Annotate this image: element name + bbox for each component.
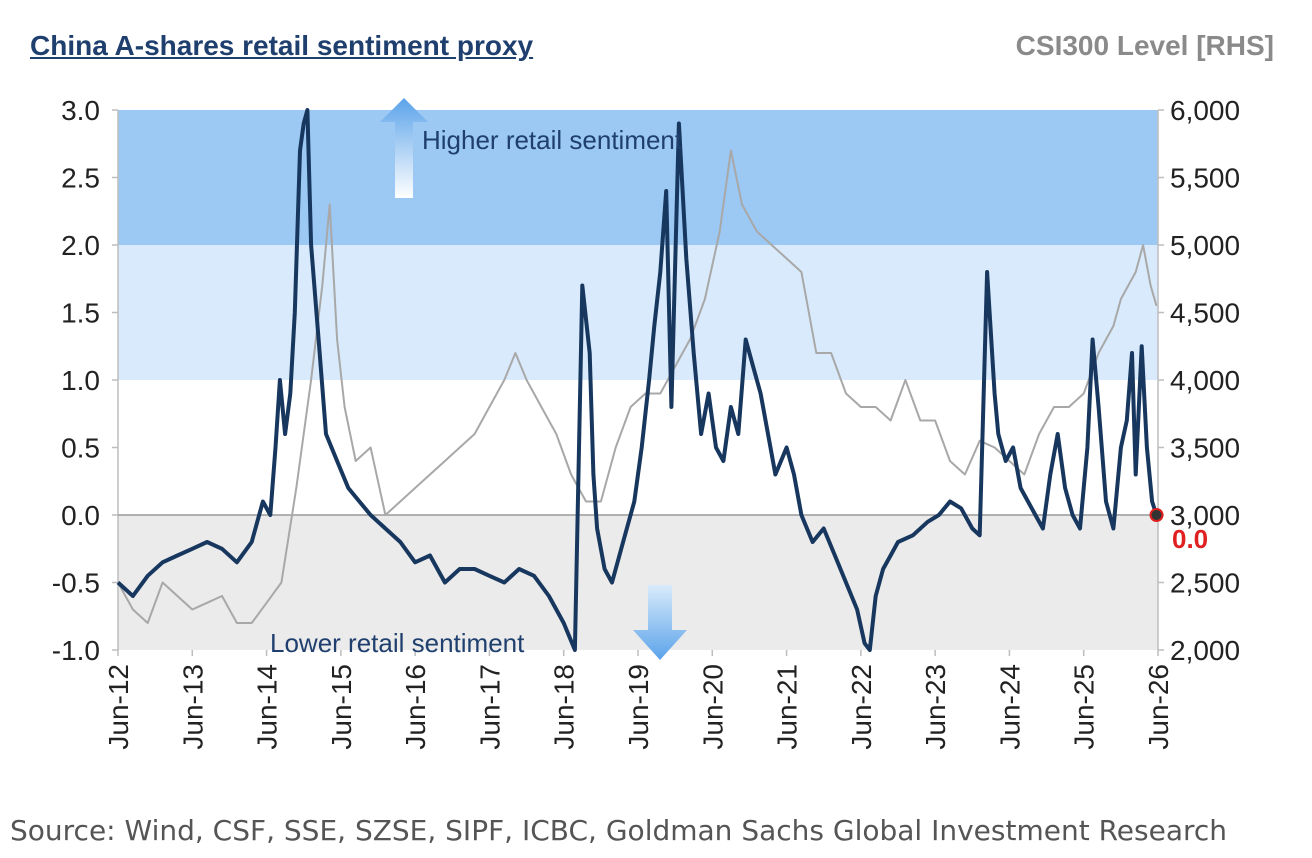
- band-0: [118, 110, 1158, 245]
- right-tick-label: 6,000: [1170, 95, 1240, 126]
- x-tick-label: Jun-25: [1069, 664, 1100, 750]
- left-tick-label: -0.5: [52, 568, 100, 599]
- right-tick-label: 5,000: [1170, 230, 1240, 261]
- x-tick-label: Jun-21: [772, 664, 803, 750]
- x-tick-label: Jun-20: [697, 664, 728, 750]
- x-tick-label: Jun-22: [846, 664, 877, 750]
- left-tick-label: 1.5: [61, 298, 100, 329]
- right-tick-label: 3,000: [1170, 500, 1240, 531]
- right-tick-label: 4,000: [1170, 365, 1240, 396]
- left-tick-label: 0.5: [61, 433, 100, 464]
- left-tick-label: 1.0: [61, 365, 100, 396]
- x-tick-label: Jun-16: [400, 664, 431, 750]
- x-tick-label: Jun-18: [549, 664, 580, 750]
- x-tick-label: Jun-12: [103, 664, 134, 750]
- band-1: [118, 245, 1158, 380]
- right-tick-label: 3,500: [1170, 433, 1240, 464]
- chart-svg: -1.0 -0.5 0.0 0.5 1.0 1.5 2.0 2.5 3.0 2,000 2,500 3…: [52, 95, 1240, 750]
- x-tick-label: Jun-17: [474, 664, 505, 750]
- lower-arrow: [633, 585, 687, 660]
- x-tick-label: Jun-23: [920, 664, 951, 750]
- annotations: Higher retail sentiment Lower retail sen…: [270, 98, 1208, 660]
- source-note: Source: Wind, CSF, SSE, SZSE, SIPF, ICBC…: [10, 814, 1228, 847]
- csi300-line: [117, 149, 1158, 624]
- band-2: [118, 515, 1158, 650]
- chart-series: [116, 108, 1164, 652]
- left-tick-label: 0.0: [61, 500, 100, 531]
- left-tick-label: 3.0: [61, 95, 100, 126]
- left-tick-label: 2.5: [61, 163, 100, 194]
- right-axis-title: CSI300 Level [RHS]: [1015, 30, 1274, 61]
- x-tick-label: Jun-26: [1143, 664, 1174, 750]
- left-tick-label: 2.0: [61, 230, 100, 261]
- right-tick-label: 2,500: [1170, 568, 1240, 599]
- x-tick-label: Jun-19: [623, 664, 654, 750]
- axes: -1.0 -0.5 0.0 0.5 1.0 1.5 2.0 2.5 3.0 2,000 2,500 3…: [52, 95, 1240, 750]
- x-tick-label: Jun-14: [252, 664, 283, 750]
- chart-title: China A-shares retail sentiment proxy: [30, 30, 534, 61]
- higher-arrow: [380, 98, 428, 198]
- last-point-marker: [1149, 508, 1164, 522]
- left-tick-label: -1.0: [52, 635, 100, 666]
- x-tick-label: Jun-13: [177, 664, 208, 750]
- right-tick-label: 4,500: [1170, 298, 1240, 329]
- last-value-label: 0.0: [1172, 524, 1208, 554]
- right-tick-label: 2,000: [1170, 635, 1240, 666]
- higher-sentiment-label: Higher retail sentiment: [422, 125, 683, 155]
- sentiment-line: [116, 108, 1159, 652]
- x-tick-label: Jun-15: [326, 664, 357, 750]
- x-tick-label: Jun-24: [994, 664, 1025, 750]
- lower-sentiment-label: Lower retail sentiment: [270, 628, 525, 658]
- sentiment-bands: [118, 110, 1158, 650]
- right-tick-label: 5,500: [1170, 163, 1240, 194]
